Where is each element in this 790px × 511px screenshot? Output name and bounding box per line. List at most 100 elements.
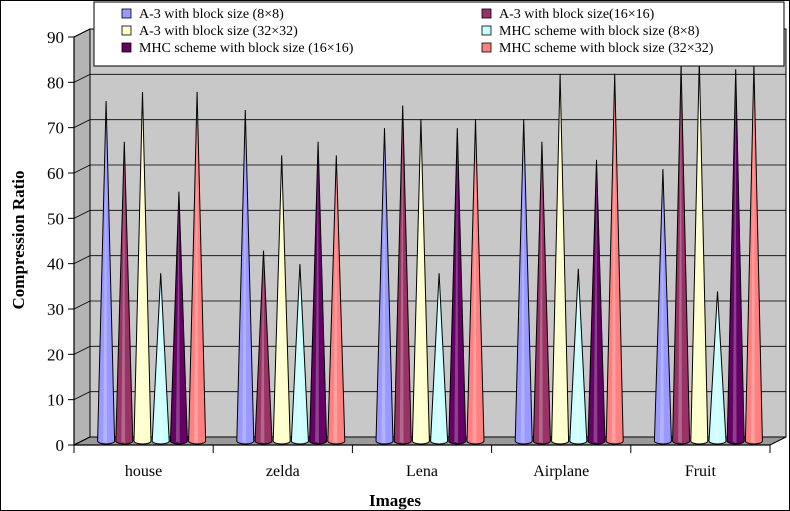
gridline-side (73, 73, 91, 83)
cone-highlight (611, 75, 616, 444)
cone-zelda-series-4 (290, 264, 309, 445)
cone-house-series-3 (133, 91, 152, 445)
gridline-side (73, 119, 91, 129)
cone-Fruit-series-6 (744, 64, 763, 445)
legend-label-5: MHC scheme with block size (16×16) (139, 41, 354, 56)
cone-zelda-series-6 (327, 155, 346, 445)
cone-highlight (575, 270, 580, 443)
legend-swatch-1 (121, 8, 132, 19)
y-tick-label: 40 (47, 255, 64, 274)
y-tick-label: 0 (56, 436, 65, 455)
cone-highlight (157, 275, 162, 443)
cone-highlight (175, 193, 180, 443)
cone-house-series-5 (169, 191, 188, 445)
axes (73, 37, 770, 446)
cone-zelda-series-3 (272, 155, 291, 445)
x-tick-label: Airplane (533, 463, 589, 480)
y-tick-label: 50 (47, 209, 64, 228)
cone-highlight (436, 275, 440, 443)
cone-zelda-series-1 (236, 110, 255, 445)
cone-zelda-series-5 (309, 141, 328, 445)
cone-highlight (750, 66, 755, 443)
y-axis-ticks: 0 10 20 30 40 50 60 70 80 90 (47, 28, 74, 455)
cone-house-series-1 (97, 100, 116, 445)
gridline-side (73, 436, 91, 446)
y-tick-label: 20 (47, 345, 64, 364)
legend-label-1: A-3 with block size (8×8) (139, 7, 284, 22)
cone-highlight (593, 161, 598, 443)
cone-highlight (678, 66, 682, 443)
x-axis-ticks: house zelda Lena Airplane Fruit (73, 445, 771, 480)
y-tick-label: 10 (47, 391, 64, 410)
y-tick-label: 70 (47, 119, 64, 138)
x-tick-label: house (125, 463, 162, 480)
cone-highlight (260, 252, 265, 443)
y-axis-title: Compression Ratio (9, 171, 28, 310)
cone-highlight (472, 121, 477, 443)
cone-highlight (103, 103, 107, 443)
cone-Lena-series-5 (448, 128, 467, 445)
cone-Lena-series-1 (375, 128, 394, 445)
data-cones (97, 60, 763, 445)
gridline-side (73, 255, 91, 265)
cone-highlight (194, 93, 198, 443)
legend-label-2: A-3 with block size(16×16) (499, 7, 655, 22)
cone-highlight (696, 62, 701, 443)
cone-Airplane-series-3 (551, 73, 570, 445)
cone-house-series-4 (151, 273, 170, 445)
cone-Lena-series-3 (411, 119, 430, 445)
cone-Airplane-series-2 (532, 141, 551, 445)
cone-highlight (714, 293, 719, 443)
cone-highlight (538, 143, 543, 444)
gridline-side (73, 164, 91, 174)
y-tick-label: 60 (47, 164, 64, 183)
legend: A-3 with block size (8×8) A-3 with block … (93, 1, 785, 67)
cone-Fruit-series-2 (672, 64, 691, 445)
legend-swatch-6 (481, 42, 492, 53)
cone-highlight (278, 157, 283, 443)
cone-highlight (399, 107, 404, 444)
legend-swatch-2 (481, 8, 492, 19)
side-wall (73, 28, 91, 446)
cone-highlight (732, 71, 737, 444)
gridline-side (73, 345, 91, 355)
cone-Fruit-series-4 (708, 291, 727, 445)
x-tick-label: Lena (406, 463, 438, 480)
cone-Lena-series-6 (466, 119, 485, 445)
cone-Fruit-series-5 (726, 69, 745, 445)
cone-Airplane-series-6 (605, 73, 624, 445)
cone-Airplane-series-1 (514, 119, 533, 445)
gridline-side (73, 300, 91, 310)
y-tick-label: 30 (47, 300, 64, 319)
cone-house-series-6 (188, 91, 207, 445)
cone-Airplane-series-5 (587, 159, 606, 445)
cone-highlight (121, 143, 126, 444)
gridline-side (73, 28, 91, 38)
cone-Fruit-series-3 (690, 60, 709, 445)
legend-swatch-3 (121, 25, 132, 36)
x-tick-label: Fruit (685, 463, 717, 480)
cone-highlight (520, 121, 525, 443)
cone-Lena-series-2 (393, 105, 412, 445)
gridline-side (73, 391, 91, 401)
cone-highlight (333, 157, 338, 443)
cone-house-series-2 (115, 141, 134, 445)
legend-label-6: MHC scheme with block size (32×32) (499, 41, 714, 56)
cone-highlight (381, 130, 386, 443)
cone-Airplane-series-4 (569, 268, 588, 445)
cone-highlight (417, 121, 422, 443)
legend-label-4: MHC scheme with block size (8×8) (499, 24, 700, 39)
legend-label-3: A-3 with block size (32×32) (139, 24, 298, 39)
cone-Fruit-series-1 (653, 168, 672, 445)
cone-zelda-series-2 (254, 250, 273, 445)
cone-highlight (242, 112, 247, 444)
cone-highlight (659, 171, 664, 443)
gridline-side (73, 209, 91, 219)
y-tick-label: 80 (47, 73, 64, 92)
x-tick-label: zelda (266, 463, 300, 480)
cone-highlight (454, 130, 459, 443)
legend-swatch-4 (481, 25, 492, 36)
cone-Lena-series-4 (430, 273, 449, 445)
cone-highlight (296, 266, 301, 443)
